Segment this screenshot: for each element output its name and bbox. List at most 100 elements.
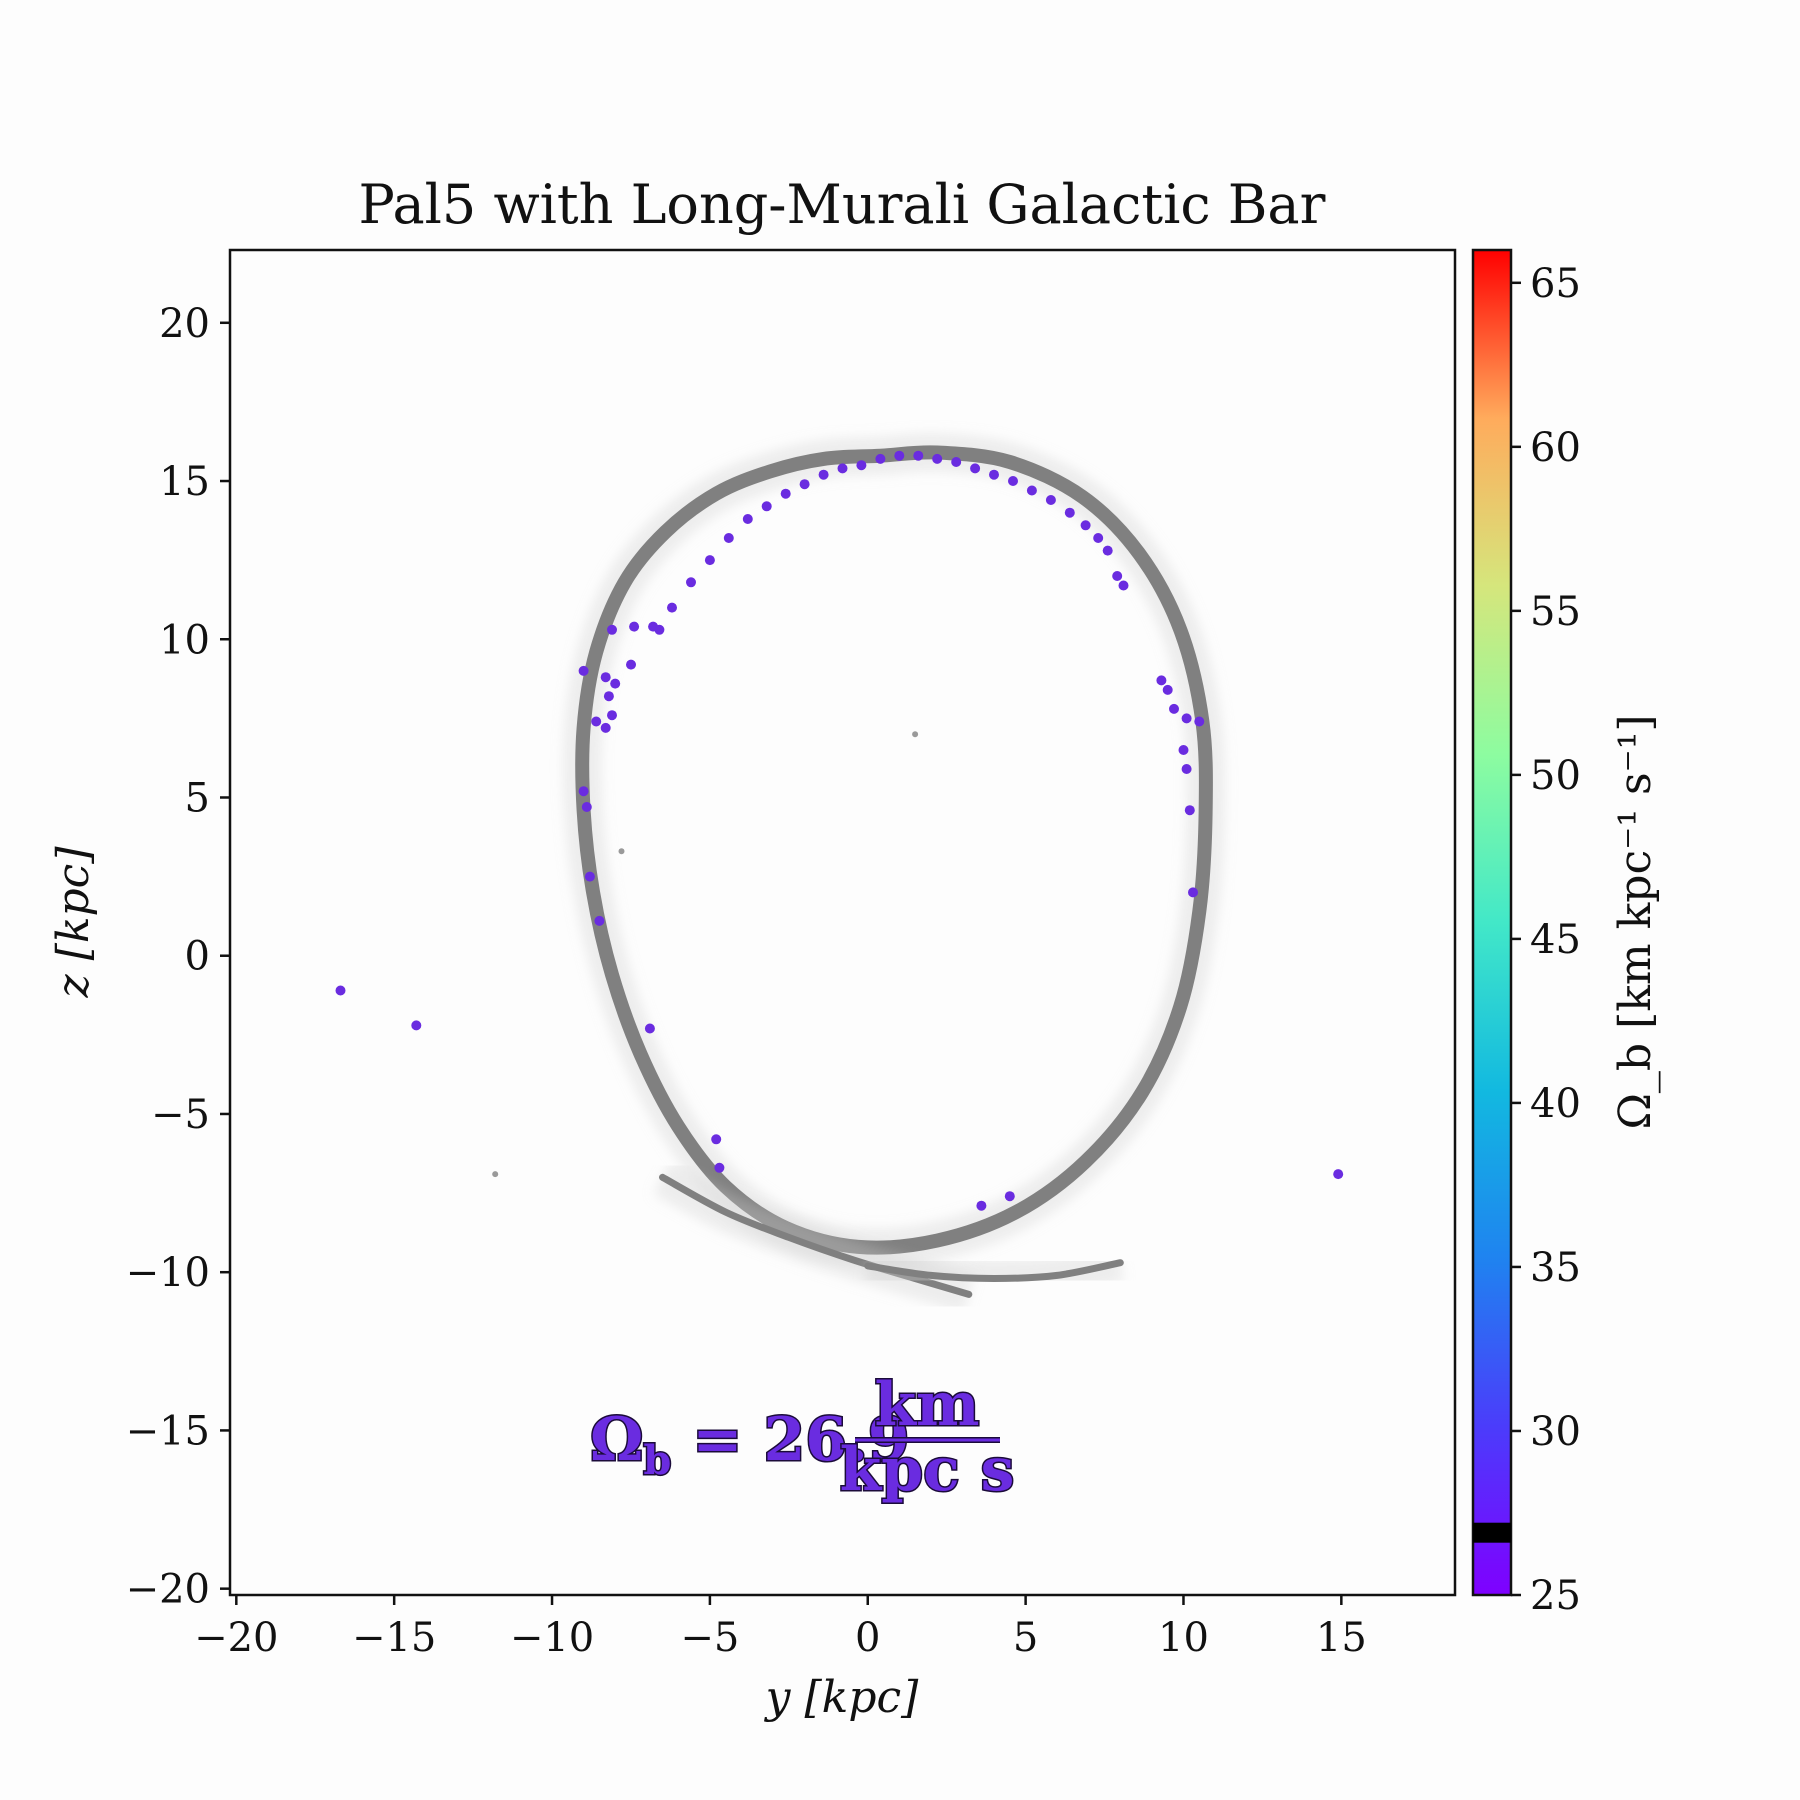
y-axis-label: z [kpc] — [48, 846, 99, 999]
omega-annotation: Ωb = 26.9 km kpc s — [589, 1369, 1016, 1507]
particle-point — [723, 533, 734, 543]
particle-point — [1118, 580, 1129, 591]
y-tick-label: −5 — [151, 1092, 210, 1138]
x-tick-label: −15 — [352, 1615, 436, 1661]
annotation-equals: = — [671, 1405, 763, 1475]
particle-point — [626, 659, 636, 670]
particle-point — [856, 460, 867, 471]
particle-point — [761, 501, 772, 512]
colorbar-tick-label: 50 — [1530, 753, 1581, 799]
particle-point — [644, 1023, 655, 1034]
particle-point — [591, 716, 602, 727]
particle-point — [578, 665, 589, 676]
particle-point — [894, 450, 905, 461]
particle-point — [976, 1200, 987, 1211]
particle-point — [578, 786, 589, 797]
chart-title: Pal5 with Long-Murali Galactic Bar — [359, 173, 1326, 236]
x-tick-label: −10 — [510, 1615, 594, 1661]
y-tick-label: −15 — [126, 1408, 210, 1454]
particle-point — [1162, 684, 1173, 695]
annotation-unit-denominator: kpc s — [840, 1435, 1015, 1505]
colorbar-axis: 25 30 35 40 45 50 55 60 65 — [1511, 261, 1581, 1619]
particle-point — [951, 457, 962, 467]
y-tick-label: −20 — [126, 1567, 210, 1613]
colorbar-tick-label: 60 — [1530, 425, 1581, 471]
particle-point — [1093, 533, 1104, 543]
outlier-point — [912, 731, 919, 738]
particle-point — [1333, 1169, 1344, 1180]
colorbar-tick-label: 25 — [1530, 1573, 1581, 1619]
particle-point — [1026, 485, 1037, 496]
colorbar — [1471, 248, 1513, 1597]
particle-point — [780, 488, 791, 499]
particle-point — [1008, 476, 1018, 486]
y-tick-label: 0 — [185, 934, 210, 980]
y-tick-label: 15 — [159, 459, 210, 505]
x-tick-label: 10 — [1158, 1615, 1209, 1661]
particle-point — [970, 463, 981, 474]
particle-point — [411, 1020, 422, 1031]
particle-point — [654, 624, 665, 635]
particle-point — [1102, 545, 1113, 556]
stream-layer — [563, 433, 1225, 1313]
stream-tail-path — [864, 1259, 1124, 1283]
particle-point — [629, 621, 640, 632]
particle-point — [704, 555, 715, 566]
y-tick-label: 20 — [159, 301, 210, 347]
outlier-point — [618, 848, 625, 855]
y-axis: 20 15 10 5 0 −5 −10 −15 −20 — [126, 301, 230, 1613]
colorbar-current-marker — [1473, 1522, 1511, 1543]
particle-point — [686, 577, 696, 588]
particle-point — [607, 624, 617, 635]
particle-point — [711, 1134, 722, 1145]
y-tick-label: 10 — [159, 617, 210, 663]
annotation-unit-numerator: km — [874, 1370, 979, 1440]
particle-point — [603, 691, 614, 702]
plot-frame — [228, 248, 1457, 1597]
colorbar-tick-label: 65 — [1530, 261, 1581, 307]
particle-point — [600, 722, 611, 733]
particle-point — [1080, 520, 1091, 531]
annotation-value: 26.9 — [763, 1405, 909, 1475]
x-axis: −20 −15 −10 −5 0 5 10 15 — [194, 1595, 1367, 1661]
particle-point — [667, 602, 677, 613]
colorbar-label: Ω_b [km kpc⁻¹ s⁻¹] — [1610, 714, 1661, 1129]
colorbar-tick-label: 35 — [1530, 1245, 1581, 1291]
colorbar-tick-label: 55 — [1530, 589, 1581, 635]
particle-point — [581, 802, 592, 812]
particle-point — [1045, 495, 1056, 505]
x-tick-label: −5 — [680, 1615, 739, 1661]
particle-point — [607, 710, 617, 721]
y-tick-label: −10 — [126, 1250, 210, 1296]
particle-point — [335, 985, 346, 996]
particle-point — [1156, 675, 1167, 686]
particle-point — [1178, 745, 1189, 755]
particle-point — [1112, 571, 1123, 581]
particle-point — [1184, 805, 1195, 816]
outlier-point — [492, 1171, 499, 1178]
particle-point — [875, 453, 886, 464]
particle-point — [913, 450, 924, 461]
x-tick-label: 0 — [855, 1615, 880, 1661]
particle-point — [1181, 764, 1192, 774]
x-tick-label: 5 — [1013, 1615, 1038, 1661]
particle-point — [818, 469, 829, 480]
colorbar-tick-label: 40 — [1530, 1081, 1581, 1127]
particle-point — [1064, 507, 1075, 518]
particle-point — [600, 672, 611, 683]
particle-point — [1169, 703, 1179, 714]
svg-text:Ωb = 26.9: Ωb = 26.9 — [590, 1405, 910, 1484]
particle-point — [610, 678, 621, 689]
particle-layer — [335, 450, 1344, 1211]
particle-point — [594, 915, 605, 926]
x-tick-label: 15 — [1316, 1615, 1367, 1661]
particle-point — [932, 453, 943, 464]
particle-point — [1181, 713, 1192, 724]
particle-point — [742, 514, 753, 524]
y-tick-label: 5 — [185, 775, 210, 821]
particle-point — [1188, 887, 1198, 898]
particle-point — [1004, 1191, 1015, 1202]
annotation-subscript: b — [643, 1437, 671, 1484]
particle-point — [799, 479, 810, 490]
